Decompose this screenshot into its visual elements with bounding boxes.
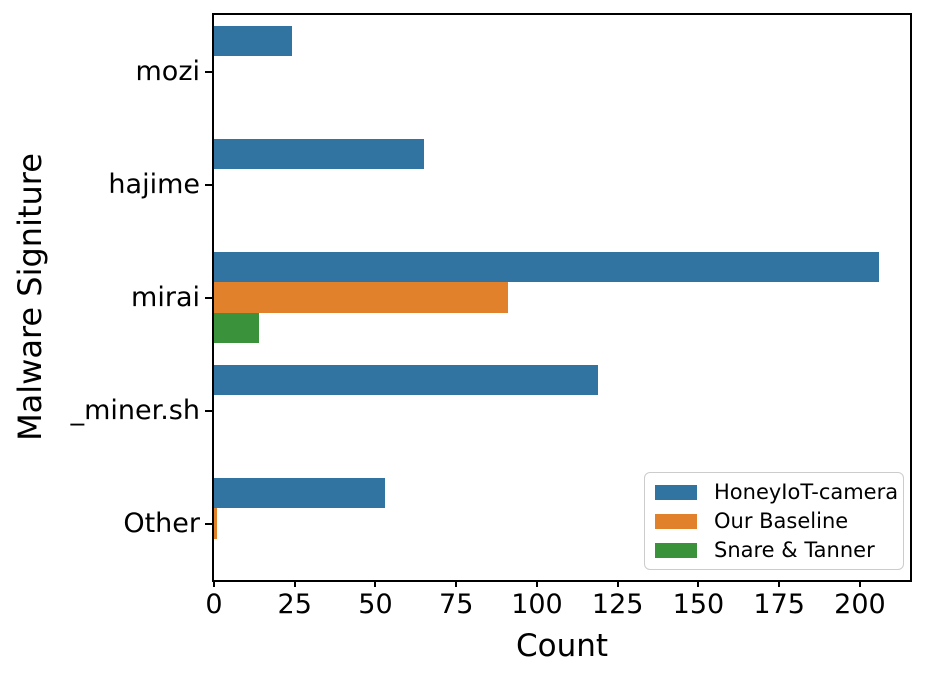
- y-tick-label--miner-sh: _miner.sh: [70, 394, 200, 426]
- bar-honeyiot-camera-hajime: [214, 139, 424, 170]
- x-tick-label: 200: [834, 589, 886, 620]
- y-tick-label-hajime: hajime: [108, 168, 200, 200]
- y-tick-label-other: Other: [123, 507, 200, 539]
- x-tick-label: 25: [277, 589, 312, 620]
- x-tick-label: 175: [753, 589, 805, 620]
- y-tick-mark: [205, 183, 212, 186]
- y-axis-label: Malware Signiture: [11, 153, 49, 441]
- x-tick-mark: [455, 580, 458, 587]
- y-tick-mark: [205, 522, 212, 525]
- legend-label: HoneyIoT-camera: [714, 480, 899, 504]
- y-tick-label-mirai: mirai: [131, 281, 200, 313]
- x-tick-label: 125: [591, 589, 644, 620]
- legend-item-our-baseline: Our Baseline: [645, 508, 903, 534]
- bar-honeyiot-camera-mirai: [214, 252, 880, 283]
- x-tick-label: 75: [439, 589, 474, 620]
- x-tick-mark: [535, 580, 538, 587]
- legend-label: Our Baseline: [714, 509, 849, 533]
- legend-swatch-our-baseline: [655, 513, 697, 529]
- x-tick-mark: [616, 580, 619, 587]
- y-tick-mark: [205, 409, 212, 412]
- x-axis-label: Count: [515, 628, 609, 664]
- x-tick-mark: [778, 580, 781, 587]
- x-tick-mark: [374, 580, 377, 587]
- bar-our-baseline-other: [214, 508, 218, 539]
- x-tick-label: 50: [358, 589, 393, 620]
- y-tick-label-mozi: mozi: [135, 55, 201, 87]
- y-tick-mark: [205, 296, 212, 299]
- x-tick-mark: [213, 580, 215, 587]
- x-tick-mark: [858, 580, 861, 587]
- plot-area: [214, 15, 910, 580]
- bar-honeyiot-camera--miner-sh: [214, 365, 599, 396]
- x-tick-mark: [697, 580, 700, 587]
- x-tick-label: 0: [205, 589, 223, 620]
- bar-honeyiot-camera-mozi: [214, 26, 292, 57]
- legend-item-honeyiot-camera: HoneyIoT-camera: [645, 479, 903, 505]
- x-tick-label: 100: [511, 589, 563, 620]
- bar-snare-tanner-mirai: [214, 312, 260, 343]
- y-tick-mark: [205, 70, 212, 73]
- legend-swatch-snare-tanner: [655, 542, 697, 558]
- legend-label: Snare & Tanner: [714, 538, 875, 562]
- legend: HoneyIoT-camera Our Baseline Snare & Tan…: [644, 472, 904, 570]
- x-tick-label: 150: [672, 589, 725, 620]
- bar-honeyiot-camera-other: [214, 478, 386, 509]
- bar-our-baseline-mirai: [214, 282, 508, 313]
- legend-swatch-honeyiot-camera: [655, 484, 697, 500]
- x-tick-mark: [293, 580, 296, 587]
- legend-item-snare-tanner: Snare & Tanner: [645, 537, 903, 563]
